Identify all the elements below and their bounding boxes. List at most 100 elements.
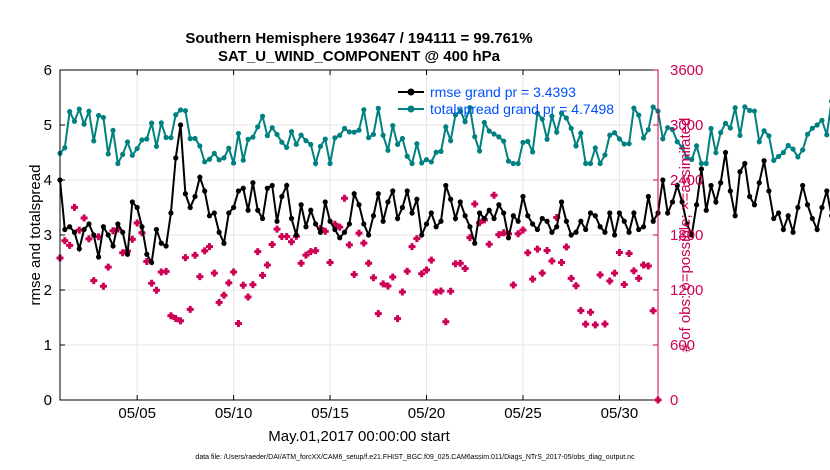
obs-count-marker <box>644 262 652 270</box>
totalspread-point <box>766 133 772 139</box>
rmse-point <box>177 122 184 128</box>
y-right-tick-label: 0 <box>670 392 678 409</box>
obs-count-marker <box>389 273 397 281</box>
totalspread-point <box>457 108 463 114</box>
footer-data-file: data file: /Users/raeder/DAI/ATM_forcXX/… <box>195 454 635 461</box>
y-left-tick-label: 4 <box>44 172 52 189</box>
totalspread-point <box>558 110 565 116</box>
totalspread-point <box>684 155 690 161</box>
totalspread-point <box>202 159 208 165</box>
obs-count-marker <box>485 240 493 248</box>
totalspread-point <box>534 110 541 116</box>
totalspread-point <box>510 160 516 167</box>
totalspread-point <box>71 118 78 124</box>
rmse-point <box>332 226 338 233</box>
obs-count-marker <box>273 225 281 233</box>
obs-count-marker <box>61 237 69 245</box>
rmse-point <box>785 213 791 219</box>
totalspread-point <box>602 152 608 158</box>
obs-count-marker <box>148 279 156 287</box>
totalspread-point <box>197 143 203 149</box>
totalspread-point <box>583 160 589 167</box>
rmse-point <box>202 188 208 194</box>
totalspread-point <box>370 131 377 138</box>
obs-count-marker <box>533 245 541 253</box>
rmse-point <box>264 185 270 191</box>
obs-count-marker <box>321 227 329 235</box>
obs-count-marker <box>143 257 151 265</box>
rmse-point <box>578 218 584 224</box>
totalspread-point <box>481 119 487 126</box>
obs-count-marker <box>177 317 185 325</box>
totalspread-point <box>505 158 512 164</box>
rmse-point <box>496 202 502 208</box>
totalspread-point <box>549 113 555 119</box>
rmse-point <box>568 232 574 238</box>
totalspread-point <box>452 112 459 118</box>
rmse-point <box>346 221 352 227</box>
rmse-line <box>59 124 830 266</box>
x-tick-label: 05/30 <box>601 405 639 422</box>
rmse-point <box>423 221 430 227</box>
rmse-point <box>250 180 256 186</box>
totalspread-point <box>67 109 73 115</box>
obs-count-marker <box>538 269 546 277</box>
rmse-point <box>153 226 160 233</box>
obs-count-marker <box>206 243 213 251</box>
rmse-point <box>182 191 188 197</box>
totalspread-point <box>105 151 111 157</box>
totalspread-point <box>718 129 724 136</box>
rmse-point <box>742 160 748 167</box>
rmse-point <box>732 213 738 219</box>
rmse-point <box>771 215 777 222</box>
rmse-point <box>515 218 521 224</box>
obs-count-marker <box>495 231 503 239</box>
totalspread-point <box>366 135 372 141</box>
totalspread-point <box>298 132 304 138</box>
rmse-point <box>534 226 541 233</box>
obs-count-marker <box>230 268 238 276</box>
totalspread-point <box>100 114 107 121</box>
totalspread-point <box>525 138 531 144</box>
rmse-point <box>110 243 116 249</box>
obs-count-marker <box>635 274 643 282</box>
totalspread-point <box>375 105 381 111</box>
obs-count-marker <box>70 203 78 211</box>
rmse-point <box>631 210 637 216</box>
totalspread-point <box>626 141 632 147</box>
rmse-point <box>814 226 820 233</box>
rmse-point <box>650 218 656 224</box>
rmse-point <box>795 204 801 211</box>
obs-count-marker <box>360 239 368 247</box>
legend-spread-marker <box>407 105 415 113</box>
rmse-point <box>790 229 796 235</box>
totalspread-point <box>771 157 777 163</box>
totalspread-point <box>621 141 627 147</box>
rmse-point <box>71 229 78 235</box>
totalspread-point <box>443 124 449 130</box>
obs-count-marker <box>239 281 247 289</box>
obs-count-marker <box>611 269 619 277</box>
rmse-point <box>192 193 198 200</box>
rmse-point <box>414 196 420 202</box>
obs-count-marker <box>167 312 175 320</box>
obs-count-marker <box>287 238 295 246</box>
obs-count-marker <box>447 287 455 295</box>
totalspread-point <box>312 160 319 167</box>
rmse-point <box>62 226 68 233</box>
totalspread-point <box>795 154 801 160</box>
obs-count-marker <box>529 275 537 283</box>
rmse-point <box>756 180 762 186</box>
obs-count-marker <box>461 264 469 272</box>
obs-count-marker <box>244 293 252 301</box>
rmse-point <box>308 207 314 213</box>
totalspread-point <box>211 150 217 156</box>
totalspread-point <box>158 120 164 126</box>
totalspread-point <box>616 136 623 142</box>
rmse-point <box>100 224 107 230</box>
totalspread-point <box>264 133 270 139</box>
rmse-point <box>284 182 290 189</box>
obs-count-marker <box>490 191 498 199</box>
totalspread-point <box>226 145 232 151</box>
